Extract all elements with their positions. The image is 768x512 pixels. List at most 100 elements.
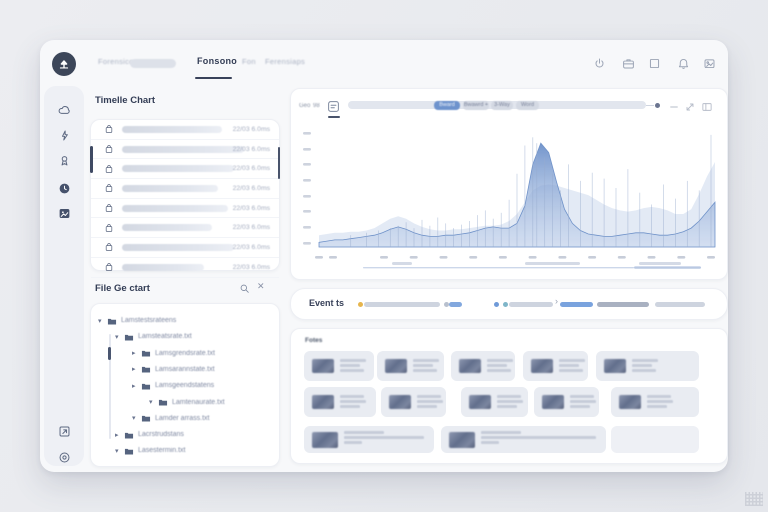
row-timestamp: 22/03 6.0ms bbox=[232, 145, 270, 153]
toolbar-minimize-icon[interactable] bbox=[668, 100, 680, 118]
card-text-line bbox=[340, 400, 366, 403]
event-dot[interactable] bbox=[494, 302, 499, 307]
redacted-row-text bbox=[122, 165, 234, 173]
topbar-window-icon[interactable] bbox=[648, 57, 662, 71]
event-dot[interactable] bbox=[503, 302, 508, 307]
list-item[interactable]: 22/03 6.0ms bbox=[91, 120, 279, 140]
tab-forensicc[interactable]: Forensicc bbox=[98, 57, 134, 66]
list-item[interactable]: 22/03 6.0ms bbox=[91, 199, 279, 219]
bag-icon bbox=[104, 203, 114, 213]
topbar-power-icon[interactable] bbox=[593, 57, 607, 71]
caret-right-icon[interactable]: ▸ bbox=[132, 382, 136, 390]
sidebar-item-clock-icon[interactable] bbox=[56, 180, 72, 196]
list-scrollbar[interactable] bbox=[277, 147, 280, 179]
card-text-line bbox=[497, 400, 523, 403]
list-item[interactable]: 22/03 6.0ms bbox=[91, 238, 279, 258]
tab-fonsono[interactable]: Fonsono bbox=[197, 56, 238, 66]
event-segment[interactable] bbox=[449, 302, 462, 307]
toolbar-expand-icon[interactable] bbox=[684, 100, 696, 118]
tree-item[interactable]: ▸ Lamsgrendsrate.txt bbox=[132, 346, 215, 361]
clock-icon bbox=[59, 183, 69, 193]
card-text-line bbox=[340, 359, 366, 362]
sidebar-item-cloud-icon[interactable] bbox=[56, 102, 72, 118]
grid-card[interactable] bbox=[596, 351, 699, 381]
tree-item[interactable]: ▸ Lamsarannstate.txt bbox=[132, 362, 215, 377]
caret-down-icon[interactable]: ▾ bbox=[115, 333, 119, 341]
timeline-density-chart[interactable] bbox=[297, 127, 721, 277]
list-item[interactable]: 22/03 6.0ms bbox=[91, 258, 279, 278]
event-segment[interactable] bbox=[560, 302, 593, 307]
bag-icon bbox=[105, 145, 113, 153]
card-text-line bbox=[340, 395, 364, 398]
track-handle-dot[interactable] bbox=[655, 102, 660, 108]
card-text-line bbox=[632, 359, 658, 362]
app-logo[interactable] bbox=[52, 52, 76, 76]
event-dot[interactable] bbox=[444, 302, 449, 307]
card-text-line bbox=[570, 395, 594, 398]
grid-card[interactable] bbox=[523, 351, 588, 381]
tree-item[interactable]: ▾ Lamtenaurate.txt bbox=[149, 395, 225, 410]
sidebar-item-bolt-icon[interactable] bbox=[56, 127, 72, 143]
segment-bward[interactable]: Bward bbox=[434, 100, 460, 110]
list-item[interactable]: 22/03 6.0ms bbox=[91, 159, 279, 180]
grid-card[interactable] bbox=[381, 387, 446, 417]
tree-item-label: Lamsteatsrate.txt bbox=[138, 333, 192, 341]
grid-card-empty[interactable] bbox=[611, 426, 699, 453]
segment-bwawrd-[interactable]: Bwawrd + bbox=[463, 100, 489, 110]
timeline-panel-title: Timelle Chart bbox=[95, 95, 156, 106]
tree-item[interactable]: ▸ Lacrstrudstans bbox=[115, 427, 184, 442]
grid-card[interactable] bbox=[304, 351, 374, 381]
event-segment[interactable] bbox=[509, 302, 553, 307]
list-item[interactable]: 22/03 6.0ms bbox=[91, 140, 279, 160]
grid-card[interactable] bbox=[611, 387, 699, 417]
filter-checkbox-icon[interactable] bbox=[327, 100, 340, 118]
caret-down-icon[interactable]: ▾ bbox=[149, 399, 153, 406]
tree-item[interactable]: ▾ Lamstestsrateens bbox=[98, 313, 176, 328]
segment-word[interactable]: Word bbox=[516, 100, 539, 110]
event-segment[interactable] bbox=[597, 302, 649, 307]
tree-item[interactable]: ▾ Lamder arrass.txt bbox=[132, 411, 209, 426]
timeline-list-panel: 22/03 6.0ms 22/03 6.0ms 22/03 6.0ms 22/03 6… bbox=[90, 119, 280, 278]
tab-ferensiaps[interactable]: Ferensiaps bbox=[265, 57, 306, 66]
grid-card[interactable] bbox=[461, 387, 528, 417]
grid-card-wide[interactable] bbox=[304, 426, 434, 453]
toolbar-panel-icon[interactable] bbox=[701, 100, 713, 118]
close-icon[interactable]: ✕ bbox=[257, 281, 265, 291]
tree-item[interactable]: ▾ Lamsteatsrate.txt bbox=[115, 329, 192, 344]
grid-card-wide[interactable] bbox=[441, 426, 606, 453]
grid-card[interactable] bbox=[534, 387, 599, 417]
grid-card[interactable] bbox=[451, 351, 515, 381]
caret-down-icon[interactable]: ▾ bbox=[132, 415, 136, 423]
event-segment[interactable] bbox=[364, 302, 440, 307]
caret-right-icon[interactable]: ▸ bbox=[132, 366, 136, 374]
card-thumbnail bbox=[389, 395, 411, 409]
tree-item[interactable]: ▾ Lasestermin.txt bbox=[115, 443, 185, 458]
row-timestamp: 22/03 6.0ms bbox=[232, 204, 270, 212]
topbar-bell-icon[interactable] bbox=[677, 57, 691, 71]
caret-right-icon[interactable]: ▸ bbox=[132, 350, 136, 358]
grid-card[interactable] bbox=[377, 351, 444, 381]
topbar-image-icon[interactable] bbox=[703, 57, 717, 71]
caret-right-icon[interactable]: ▸ bbox=[115, 431, 119, 439]
topbar-briefcase-icon[interactable] bbox=[622, 57, 636, 71]
list-item[interactable]: 22/03 6.0ms bbox=[91, 218, 279, 239]
tree-item-label: Lamsarannstate.txt bbox=[155, 365, 215, 373]
tab-fon[interactable]: Fon bbox=[242, 57, 256, 66]
corner-artifact bbox=[745, 492, 763, 506]
event-dot[interactable] bbox=[358, 302, 363, 307]
tree-item[interactable]: ▸ Lamsgeendstatens bbox=[132, 378, 214, 393]
grid-card[interactable] bbox=[304, 387, 376, 417]
bag-icon bbox=[104, 242, 114, 252]
segment-3-way[interactable]: 3-Way bbox=[491, 100, 513, 110]
sidebar-item-settings-icon[interactable] bbox=[56, 449, 72, 465]
card-text-line bbox=[340, 364, 360, 367]
caret-down-icon[interactable]: ▾ bbox=[115, 447, 119, 455]
sidebar-item-award-icon[interactable] bbox=[56, 152, 72, 168]
caret-down-icon[interactable]: ▾ bbox=[98, 317, 102, 325]
sidebar-item-export-image-icon[interactable] bbox=[56, 423, 72, 439]
list-item[interactable]: 22/03 6.0ms bbox=[91, 179, 279, 199]
search-icon[interactable] bbox=[239, 281, 250, 299]
sidebar-item-photo-icon[interactable] bbox=[56, 205, 72, 221]
tab-redacted-pill[interactable] bbox=[130, 59, 176, 68]
event-segment[interactable] bbox=[655, 302, 705, 307]
